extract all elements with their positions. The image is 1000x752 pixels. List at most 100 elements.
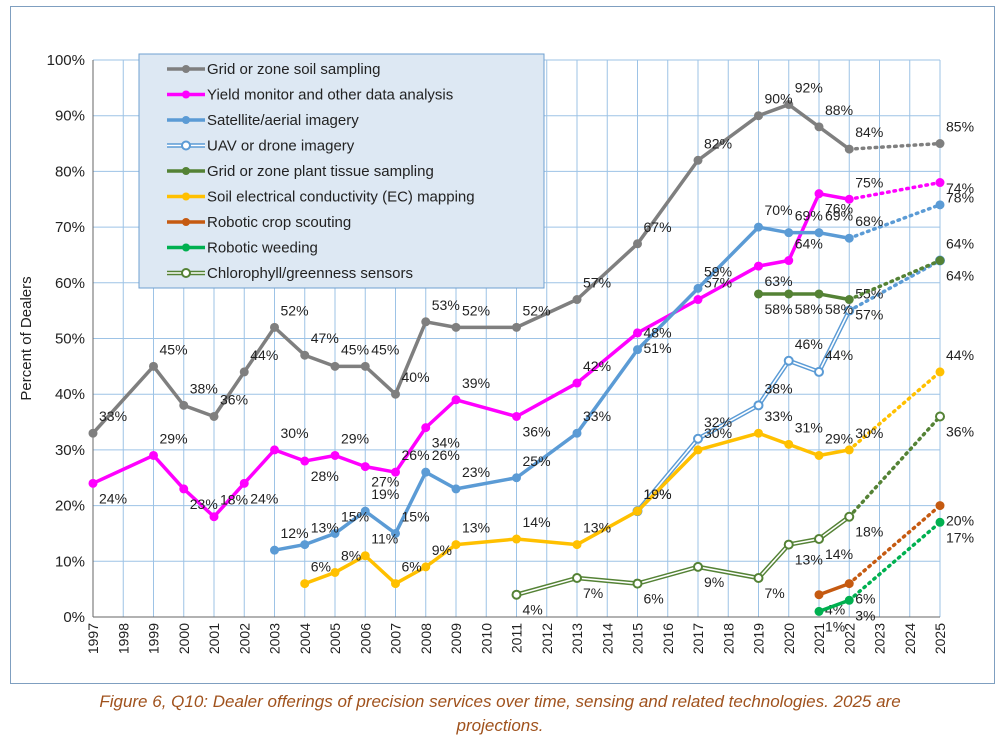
x-tick-label: 2007 bbox=[388, 623, 404, 654]
data-point bbox=[88, 478, 98, 488]
x-tick-label: 1999 bbox=[146, 623, 162, 654]
data-point bbox=[451, 540, 461, 550]
data-point bbox=[935, 367, 945, 377]
data-label: 31% bbox=[795, 419, 823, 435]
y-tick-label: 60% bbox=[55, 275, 85, 292]
projection-line bbox=[847, 180, 942, 201]
data-point bbox=[844, 233, 854, 243]
data-label: 46% bbox=[795, 336, 823, 352]
data-point bbox=[300, 456, 310, 466]
data-point bbox=[149, 361, 158, 371]
x-tick-label: 2005 bbox=[327, 623, 343, 654]
data-label: 6% bbox=[644, 591, 664, 607]
data-label: 57% bbox=[583, 275, 611, 291]
y-tick-label: 100% bbox=[47, 52, 85, 69]
data-label: 59% bbox=[704, 263, 732, 279]
data-label: 7% bbox=[583, 585, 603, 601]
data-label: 75% bbox=[855, 174, 883, 190]
data-point bbox=[511, 589, 522, 600]
data-point bbox=[693, 433, 703, 444]
projection-line bbox=[847, 203, 942, 240]
data-label: 20% bbox=[946, 513, 974, 529]
data-label: 15% bbox=[341, 508, 369, 524]
projection-line bbox=[847, 370, 942, 452]
data-label: 58% bbox=[825, 301, 853, 317]
data-point bbox=[512, 534, 521, 544]
data-label: 11% bbox=[371, 531, 398, 547]
data-point bbox=[360, 551, 370, 561]
data-label: 52% bbox=[281, 302, 309, 318]
data-point bbox=[754, 261, 763, 271]
series-line bbox=[758, 292, 850, 302]
data-label: 69% bbox=[825, 208, 853, 224]
series-line bbox=[818, 598, 850, 614]
data-point bbox=[935, 200, 945, 210]
data-point bbox=[421, 317, 431, 327]
data-point bbox=[330, 528, 340, 538]
data-point bbox=[844, 595, 854, 605]
data-label: 64% bbox=[946, 268, 974, 284]
data-point bbox=[633, 345, 642, 355]
projection-line bbox=[847, 520, 942, 603]
data-label: 18% bbox=[855, 524, 883, 540]
data-point bbox=[814, 606, 824, 616]
data-point bbox=[421, 423, 431, 433]
data-point bbox=[572, 428, 582, 438]
data-point bbox=[844, 579, 854, 589]
data-label: 44% bbox=[825, 347, 853, 363]
data-label: 64% bbox=[946, 236, 974, 252]
x-tick-label: 2017 bbox=[690, 623, 706, 654]
legend-label: Grid or zone soil sampling bbox=[207, 61, 380, 78]
data-label: 28% bbox=[311, 468, 339, 484]
x-tick-label: 2009 bbox=[448, 623, 464, 654]
data-point bbox=[330, 361, 340, 371]
figure-caption: Figure 6, Q10: Dealer offerings of preci… bbox=[0, 690, 1000, 738]
data-label: 48% bbox=[644, 325, 672, 341]
data-point bbox=[572, 378, 582, 388]
x-tick-label: 2001 bbox=[206, 623, 222, 654]
projection-line bbox=[847, 414, 942, 519]
y-tick-label: 90% bbox=[55, 108, 85, 125]
legend-swatch-marker bbox=[182, 167, 190, 175]
data-point bbox=[360, 361, 370, 371]
data-label: 36% bbox=[523, 423, 551, 439]
legend-swatch-marker bbox=[182, 192, 190, 201]
data-label: 29% bbox=[825, 430, 853, 446]
data-point bbox=[633, 506, 642, 516]
data-point bbox=[209, 512, 219, 522]
data-label: 36% bbox=[946, 423, 974, 439]
y-tick-label: 30% bbox=[55, 442, 85, 459]
legend-label: Robotic weeding bbox=[207, 240, 318, 257]
data-label: 12% bbox=[281, 525, 309, 541]
data-label: 19% bbox=[371, 486, 399, 502]
data-point bbox=[754, 289, 763, 299]
data-point bbox=[572, 540, 582, 550]
y-tick-label: 70% bbox=[55, 219, 85, 236]
data-point bbox=[784, 256, 794, 266]
data-point bbox=[935, 139, 945, 149]
data-point bbox=[844, 295, 854, 305]
data-point bbox=[935, 501, 945, 511]
data-point bbox=[783, 539, 794, 550]
series-line bbox=[91, 102, 851, 435]
data-point bbox=[814, 534, 824, 545]
data-label: 36% bbox=[220, 391, 248, 407]
x-tick-label: 1997 bbox=[85, 623, 101, 654]
data-label: 44% bbox=[946, 347, 974, 363]
legend-label: Satellite/aerial imagery bbox=[207, 112, 359, 129]
data-point bbox=[451, 395, 461, 405]
data-label: 74% bbox=[946, 180, 974, 196]
y-tick-label: 50% bbox=[55, 331, 85, 348]
data-label: 13% bbox=[462, 520, 490, 536]
data-label: 29% bbox=[341, 430, 369, 446]
legend-swatch-marker bbox=[182, 90, 190, 99]
legend-label: Chlorophyll/greenness sensors bbox=[207, 265, 413, 282]
data-point bbox=[814, 189, 824, 199]
x-tick-label: 2012 bbox=[539, 623, 555, 654]
data-label: 68% bbox=[855, 213, 883, 229]
y-axis-title: Percent of Dealers bbox=[18, 276, 35, 400]
data-point bbox=[391, 389, 400, 399]
x-tick-label: 2024 bbox=[902, 623, 918, 654]
data-point bbox=[572, 295, 582, 305]
data-label: 58% bbox=[765, 301, 793, 317]
